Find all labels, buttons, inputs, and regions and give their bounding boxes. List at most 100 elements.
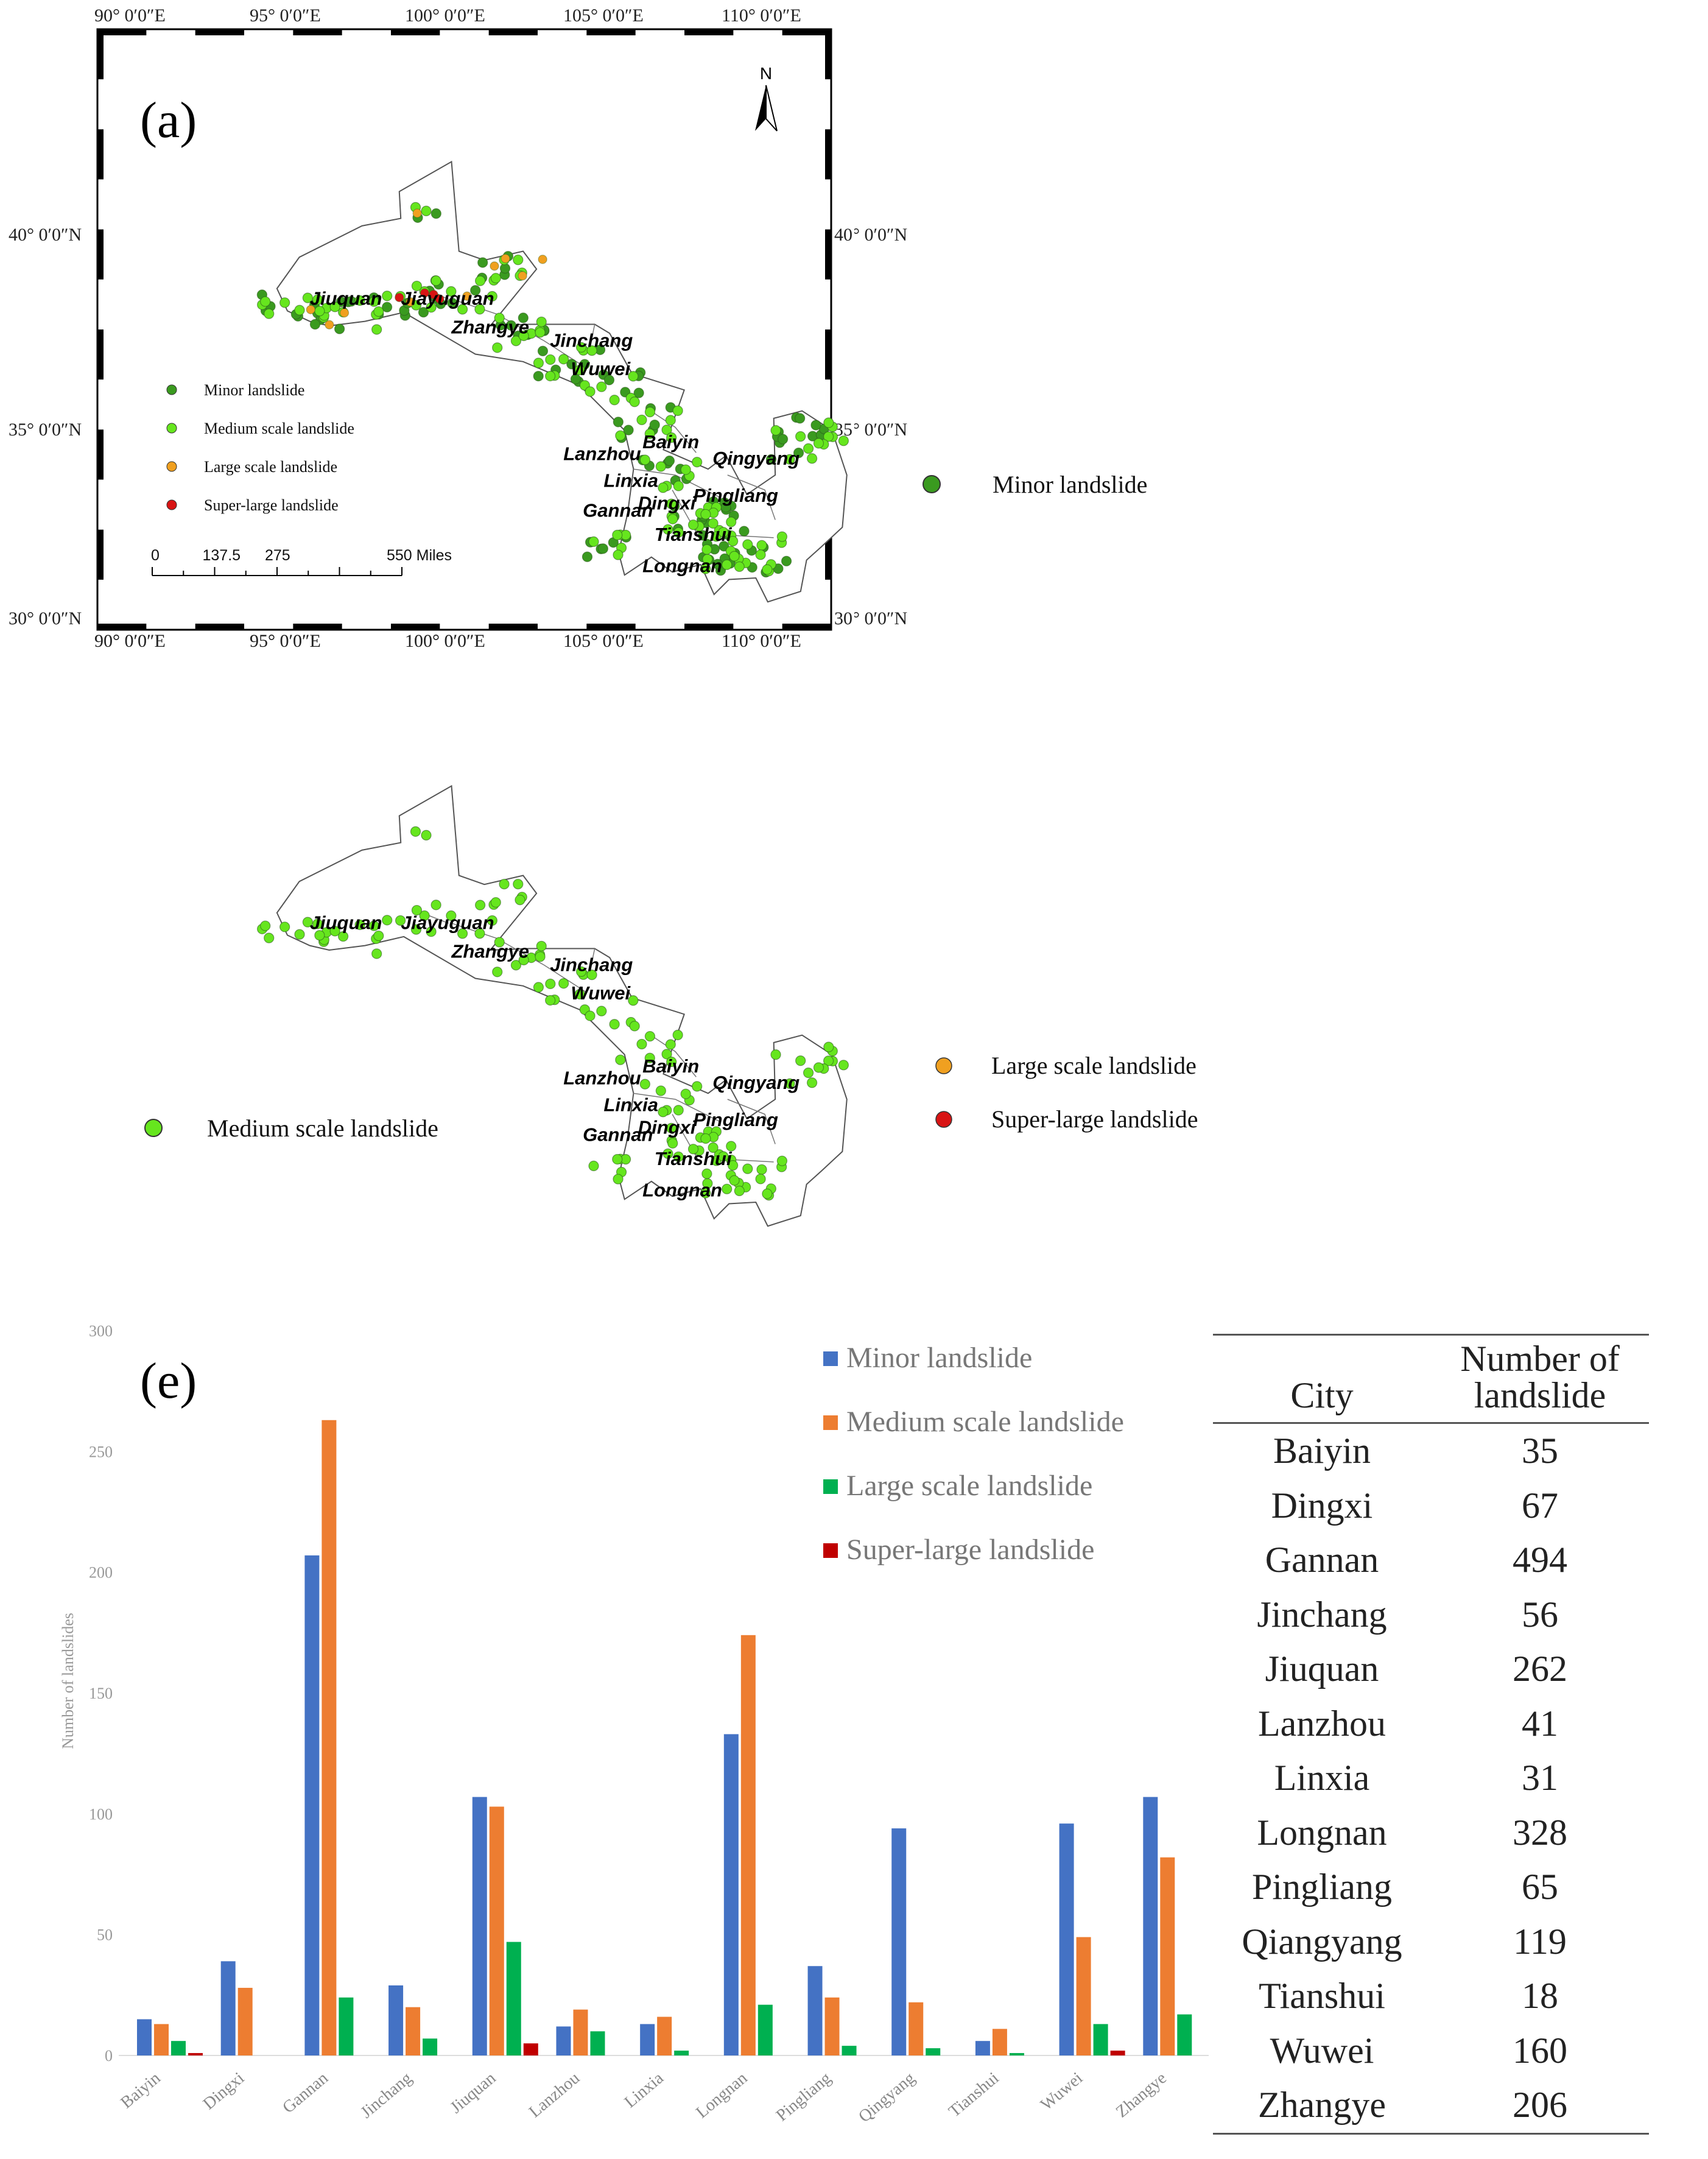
landslide-point-minor — [664, 456, 675, 467]
legend-label: Super-large landslide — [204, 496, 339, 514]
landslide-point-medium — [661, 1049, 672, 1060]
landslide-point-medium — [742, 1163, 753, 1174]
landslide-point-medium — [609, 1019, 620, 1030]
landslide-point-medium — [279, 297, 290, 308]
bar-medium-scale-landslide — [154, 2024, 169, 2055]
lat-label-left: 30° 0′0″N — [9, 608, 82, 629]
legend-marker-super — [935, 1111, 952, 1128]
landslide-point-minor — [633, 387, 644, 398]
landslide-point-medium — [421, 205, 432, 217]
landslide-point-medium — [644, 428, 655, 439]
landslide-point-medium — [756, 1164, 767, 1175]
city-cell: Zhangye — [1258, 2085, 1386, 2126]
panel-label-e: (e) — [140, 1353, 197, 1409]
legend-swatch — [823, 1351, 838, 1366]
landslide-point-medium — [728, 1160, 739, 1171]
legend-label: Super-large landslide — [846, 1534, 1094, 1566]
lat-label-right: 30° 0′0″N — [854, 624, 907, 629]
bar-minor-landslide — [975, 2041, 990, 2055]
bar-medium-scale-landslide — [489, 1806, 504, 2055]
landslide-point-medium — [806, 453, 818, 464]
x-tick-label: Tianshui — [945, 2068, 1002, 2121]
landslide-point-medium — [776, 1155, 788, 1166]
lat-label-left: 40° 0′0″N — [9, 225, 82, 245]
legend-label: Minor landslide — [846, 1342, 1032, 1374]
landslide-point-medium — [615, 430, 626, 441]
table-row: Baiyin 35 — [1213, 1423, 1649, 1479]
north-arrow-icon: N — [755, 64, 778, 132]
landslide-point-medium — [558, 978, 569, 989]
x-tick-label: Linxia — [621, 2068, 667, 2111]
landslide-point-medium — [264, 308, 275, 319]
landslide-point-medium — [666, 498, 677, 509]
landslide-point-large — [412, 208, 422, 218]
north-label: N — [760, 64, 772, 83]
landslide-point-medium — [535, 951, 546, 962]
landslide-point-medium — [680, 1088, 691, 1099]
map-panel-c: 90° 0′0″E90° 0′0″E95° 0′0″E95° 0′0″E100°… — [0, 624, 852, 1264]
x-tick-label: Zhangye — [1112, 2069, 1170, 2122]
landslide-point-medium — [666, 1122, 677, 1133]
landslide-point-minor — [623, 424, 634, 435]
landslide-point-medium — [475, 275, 486, 286]
landslide-point-medium — [294, 305, 305, 315]
map-panel-b: 90° 0′0″E90° 0′0″E95° 0′0″E95° 0′0″E100°… — [854, 0, 1707, 639]
bar-medium-scale-landslide — [322, 1420, 337, 2055]
landslide-point-medium — [673, 1105, 684, 1116]
lat-label-right: 40° 0′0″N — [834, 225, 852, 245]
city-label-jinchang: Jinchang — [550, 329, 633, 351]
table-row: Lanzhou 41 — [1213, 1697, 1649, 1752]
legend-marker-large — [935, 1057, 952, 1074]
bar-minor-landslide — [640, 2024, 655, 2055]
bar-minor-landslide — [1059, 1823, 1074, 2055]
landslide-point-medium — [545, 370, 556, 382]
table-row: Linxia 31 — [1213, 1751, 1649, 1806]
legend-swatch — [823, 1543, 838, 1558]
landslide-point-medium — [644, 1052, 655, 1063]
landslide-point-super — [429, 289, 438, 300]
x-tick-label: Wuwei — [1037, 2068, 1086, 2114]
landslide-point-medium — [329, 301, 340, 312]
lon-label-top: 105° 0′0″E — [563, 5, 644, 26]
bar-large-scale-landslide — [590, 2031, 605, 2055]
bar-minor-landslide — [807, 1966, 823, 2055]
landslide-point-medium — [613, 549, 624, 560]
lon-label-top: 90° 0′0″E — [94, 5, 166, 26]
landslide-point-medium — [314, 306, 325, 317]
landslide-point-minor — [697, 530, 709, 541]
bar-large-scale-landslide — [506, 1942, 521, 2055]
x-tick-label: Dingxi — [200, 2068, 248, 2113]
city-label-dingxi: Dingxi — [638, 492, 697, 513]
city-cell: Lanzhou — [1258, 1703, 1386, 1744]
city-cell: Qiangyang — [1242, 1921, 1402, 1962]
city-label-wuwei: Wuwei — [571, 982, 631, 1004]
lat-label-right: 40° 0′0″N — [854, 225, 907, 245]
landslide-point-medium — [734, 561, 745, 572]
landslide-point-medium — [628, 995, 639, 1006]
table-row: Pingliang 65 — [1213, 1860, 1649, 1915]
city-label-jinchang: Jinchang — [550, 954, 633, 975]
landslide-point-medium — [639, 1079, 650, 1090]
landslide-point-medium — [700, 509, 711, 520]
landslide-point-medium — [784, 454, 795, 465]
landslide-point-medium — [574, 364, 585, 376]
landslide-point-medium — [661, 424, 672, 435]
landslide-point-large — [501, 253, 510, 264]
landslide-point-medium — [426, 302, 437, 313]
landslide-point-minor — [566, 359, 577, 370]
landslide-point-medium — [742, 539, 753, 550]
landslide-point-medium — [615, 1054, 626, 1065]
landslide-point-medium — [545, 978, 556, 990]
header-count: Number of landslide — [1460, 1339, 1620, 1415]
landslide-point-minor — [603, 375, 615, 386]
province-map: Jiuquan Jiayuguan Zhangye Jinchang Wuwei Lanz… — [257, 784, 849, 1227]
city-label-pingliang: Pingliang — [693, 1109, 778, 1130]
landslide-point-medium — [672, 405, 683, 416]
y-tick-label: 100 — [89, 1805, 113, 1823]
landslide-point-medium — [596, 1006, 607, 1016]
landslide-point-medium — [588, 1160, 599, 1172]
landslide-point-medium — [756, 540, 767, 551]
count-cell: 328 — [1513, 1812, 1567, 1853]
landslide-point-medium — [575, 342, 587, 353]
landslide-point-medium — [667, 1138, 678, 1149]
